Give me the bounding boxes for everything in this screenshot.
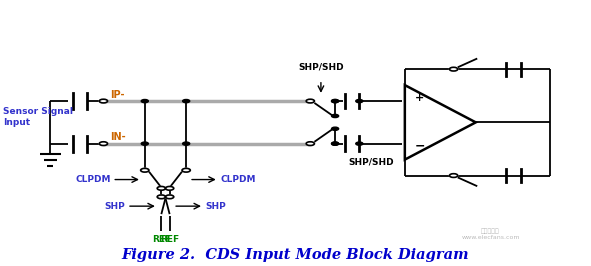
Circle shape: [356, 142, 363, 145]
Circle shape: [306, 99, 314, 103]
Circle shape: [182, 168, 190, 172]
Circle shape: [99, 142, 108, 146]
Circle shape: [165, 186, 174, 190]
Circle shape: [306, 142, 314, 146]
Circle shape: [450, 174, 458, 177]
Text: CLPDM: CLPDM: [75, 175, 111, 184]
Circle shape: [332, 114, 339, 118]
Text: SHP: SHP: [105, 202, 125, 211]
Text: Figure 2.  CDS Input Mode Block Diagram: Figure 2. CDS Input Mode Block Diagram: [122, 248, 469, 262]
Circle shape: [141, 142, 148, 145]
Circle shape: [183, 99, 190, 103]
Circle shape: [157, 195, 165, 199]
Circle shape: [332, 99, 339, 103]
Circle shape: [332, 142, 339, 145]
Text: CLPDM: CLPDM: [220, 175, 256, 184]
Circle shape: [332, 127, 339, 130]
Circle shape: [332, 99, 339, 103]
Circle shape: [332, 142, 339, 145]
Text: −: −: [414, 140, 425, 153]
Circle shape: [141, 99, 148, 103]
Text: SHP: SHP: [206, 202, 226, 211]
Circle shape: [157, 186, 165, 190]
Text: IN-: IN-: [111, 132, 126, 142]
Text: SHP/SHD: SHP/SHD: [298, 63, 344, 72]
Text: REF: REF: [152, 235, 171, 244]
Circle shape: [165, 195, 174, 199]
Text: REF: REF: [160, 235, 179, 244]
Text: 电子发烧友
www.elecfans.com: 电子发烧友 www.elecfans.com: [462, 228, 519, 240]
Circle shape: [183, 142, 190, 145]
Text: SHP/SHD: SHP/SHD: [349, 158, 394, 167]
Text: Sensor Signal
Input: Sensor Signal Input: [3, 107, 73, 127]
Circle shape: [141, 168, 149, 172]
Circle shape: [99, 99, 108, 103]
Circle shape: [356, 99, 363, 103]
Text: IP-: IP-: [111, 90, 125, 100]
Text: +: +: [415, 93, 424, 103]
Circle shape: [450, 67, 458, 71]
